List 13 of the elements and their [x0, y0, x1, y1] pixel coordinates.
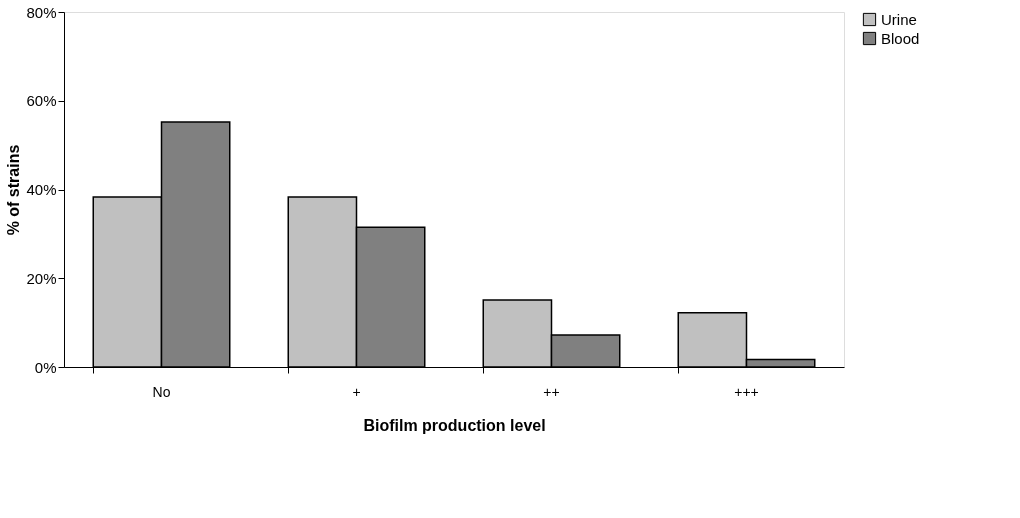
- y-tick-label: 20%: [26, 269, 57, 287]
- legend-label: Blood: [881, 29, 920, 47]
- x-tick-label: ++: [543, 383, 560, 400]
- y-tick-label: 80%: [26, 3, 57, 21]
- legend-label: Urine: [881, 10, 917, 28]
- x-axis-title: Biofilm production level: [363, 416, 546, 434]
- y-tick-label: 60%: [26, 92, 57, 110]
- x-tick-label: +++: [734, 383, 759, 400]
- y-tick-label: 40%: [26, 181, 57, 198]
- y-tick-label: 0%: [34, 358, 57, 376]
- y-axis-title: % of strains: [5, 144, 23, 236]
- x-tick-label: +: [352, 383, 361, 400]
- x-tick-label: No: [152, 383, 171, 400]
